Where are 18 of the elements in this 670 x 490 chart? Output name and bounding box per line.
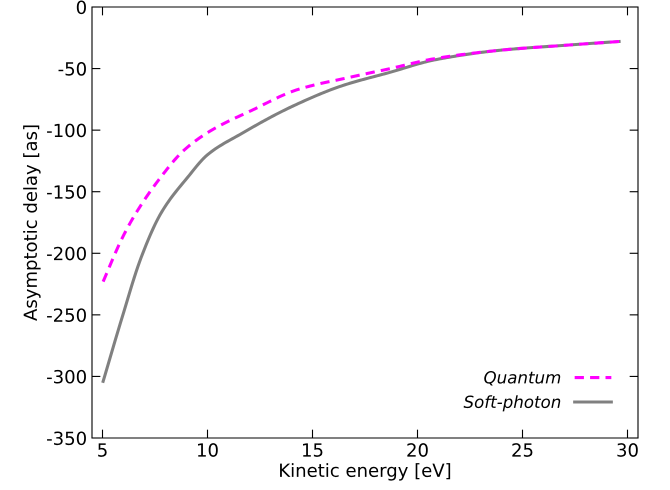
x-axis-title: Kinetic energy [eV]	[280, 463, 450, 481]
x-tick-label: 15	[302, 443, 322, 457]
y-tick-label: 0	[76, 0, 86, 14]
x-tick-label: 5	[98, 443, 107, 457]
y-tick-label: -300	[47, 370, 86, 384]
y-tick-label: -350	[47, 431, 86, 446]
legend-label: Quantum	[484, 371, 560, 386]
y-tick-label: -50	[58, 62, 86, 76]
x-tick-label: 10	[198, 443, 218, 457]
y-tick-label: -100	[47, 124, 86, 138]
x-tick-label: 25	[512, 443, 532, 457]
y-tick-label: -250	[47, 308, 86, 322]
x-tick-label: 20	[407, 443, 428, 457]
y-tick-label: -150	[47, 185, 86, 199]
legend-label: Soft-photon	[464, 395, 560, 412]
y-axis-title: Asymptotic delay [as]	[23, 126, 41, 321]
y-tick-label: -200	[47, 246, 86, 260]
x-tick-label: 30	[617, 443, 638, 457]
